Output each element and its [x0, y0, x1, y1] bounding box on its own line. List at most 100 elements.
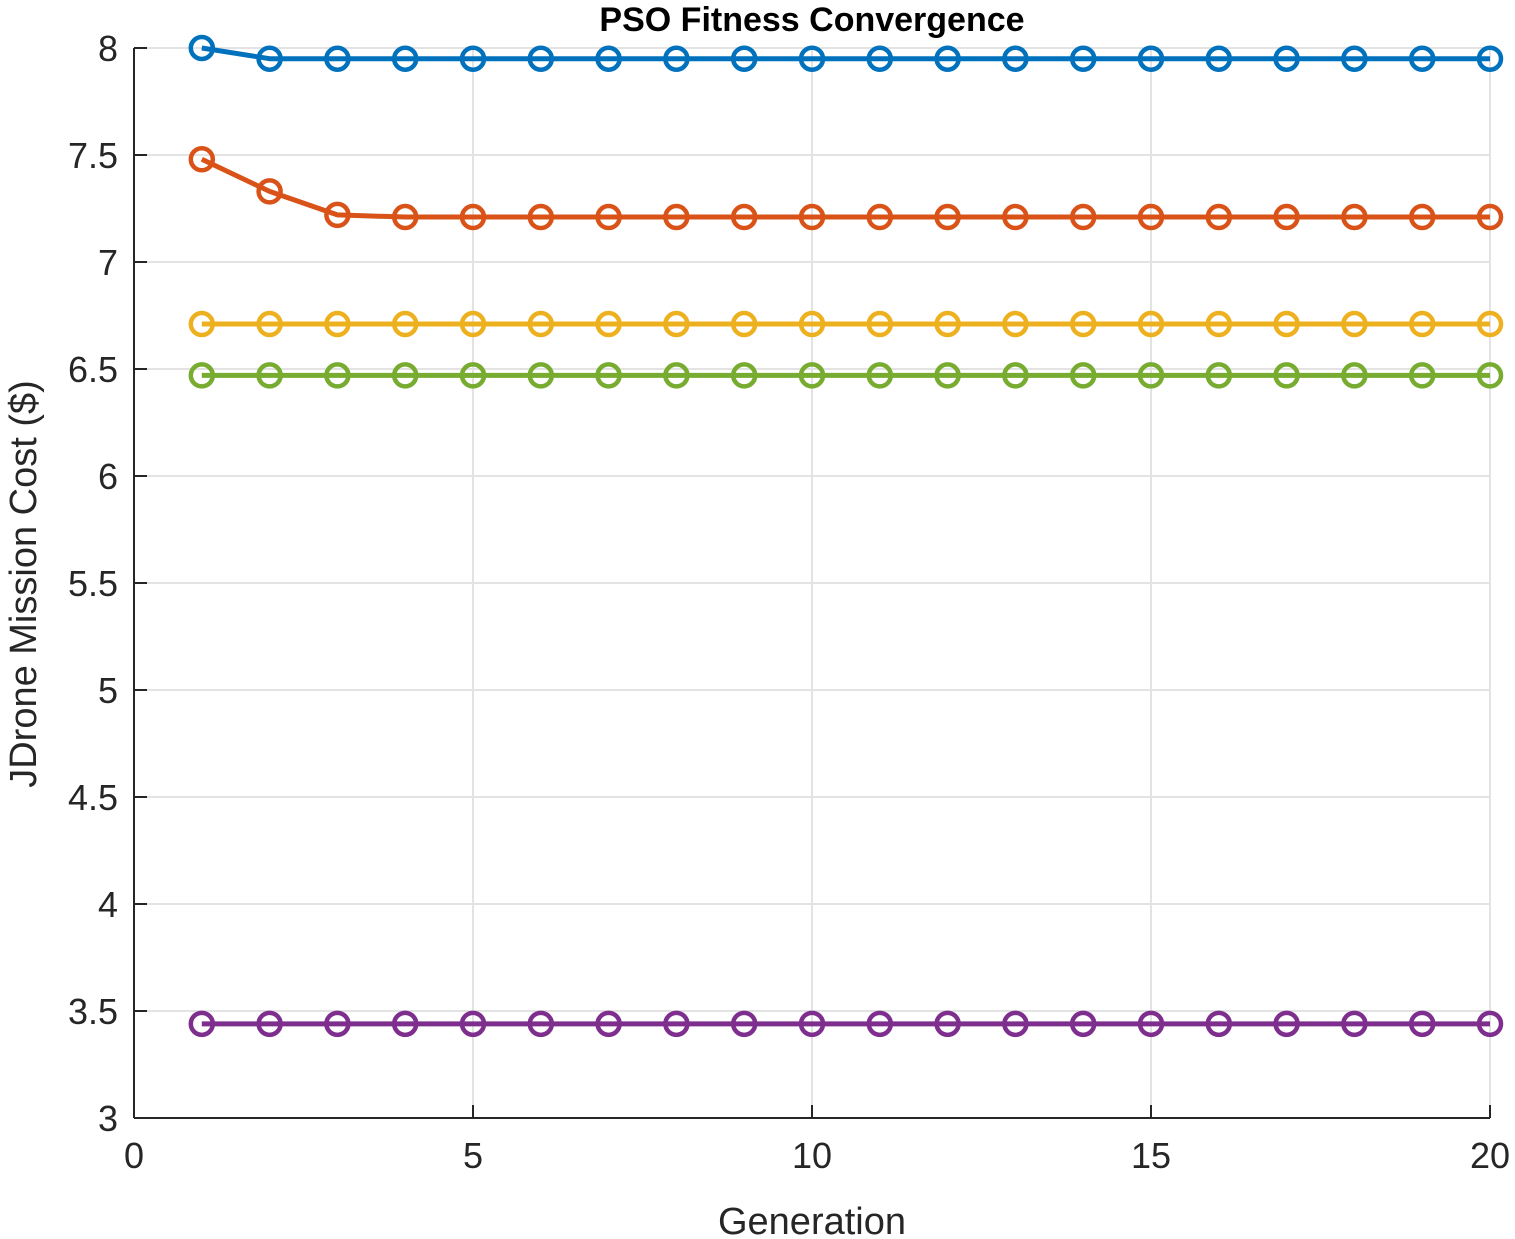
data-point: [730, 362, 758, 389]
x-axis-title: Generation: [718, 1201, 906, 1239]
data-point: [459, 310, 487, 338]
data-point: [1273, 45, 1300, 72]
y-tick-label: 5.5: [68, 563, 118, 604]
data-point: [324, 310, 351, 338]
data-point: [188, 362, 216, 389]
data-point: [1205, 45, 1233, 72]
x-tick-label: 10: [792, 1135, 832, 1176]
y-tick-label: 8: [98, 28, 118, 69]
data-point: [527, 1010, 555, 1038]
data-point: [256, 45, 283, 72]
y-tick-label: 4.5: [68, 777, 118, 818]
data-point: [934, 310, 961, 338]
data-point: [866, 362, 894, 389]
series-1: [188, 34, 1504, 72]
data-point: [934, 203, 961, 231]
data-point: [1137, 310, 1165, 338]
series-3: [188, 310, 1504, 338]
y-tick-label: 6: [98, 456, 118, 497]
data-point: [1476, 310, 1504, 338]
data-point: [798, 310, 826, 338]
data-point: [730, 1010, 758, 1038]
y-tick-label: 3.5: [68, 991, 118, 1032]
data-point: [866, 310, 894, 338]
data-point: [391, 362, 419, 389]
data-point: [459, 45, 487, 72]
data-point: [1273, 203, 1300, 231]
data-point: [1002, 203, 1029, 231]
data-point: [798, 362, 826, 389]
x-tick-label: 20: [1470, 1135, 1510, 1176]
data-point: [1273, 310, 1300, 338]
data-point: [1002, 1010, 1029, 1038]
y-tick-label: 7.5: [68, 135, 118, 176]
data-point: [1069, 310, 1097, 338]
data-point: [1137, 203, 1165, 231]
data-point: [1341, 45, 1368, 72]
y-axis-title: JDrone Mission Cost ($): [3, 380, 45, 788]
series-2: [188, 146, 1504, 231]
data-point: [798, 1010, 826, 1038]
y-tick-label: 5: [98, 670, 118, 711]
data-point: [1408, 310, 1436, 338]
data-point: [1408, 1010, 1436, 1038]
data-point: [1476, 1010, 1504, 1038]
y-tick-label: 7: [98, 242, 118, 283]
data-point: [1002, 310, 1029, 338]
data-point: [391, 1010, 419, 1038]
data-point: [324, 362, 351, 389]
data-point: [527, 362, 555, 389]
data-point: [256, 1010, 283, 1038]
data-point: [256, 178, 283, 205]
data-point: [1476, 203, 1504, 231]
data-point: [663, 362, 690, 389]
data-point: [188, 34, 216, 62]
data-point: [1476, 45, 1504, 72]
x-tick-label: 5: [463, 1135, 483, 1176]
data-point: [188, 146, 216, 173]
data-point: [1273, 1010, 1300, 1038]
axis-ticks: 0 5 10 15 20 3 3.5 4 4.5 5 5.5 6 6.5 7 7.5 8: [68, 28, 1510, 1176]
data-point: [866, 45, 894, 72]
data-point: [391, 203, 419, 231]
data-point: [1408, 45, 1436, 72]
data-point: [1341, 203, 1368, 231]
data-point: [866, 203, 894, 231]
data-point: [1069, 1010, 1097, 1038]
data-point: [527, 45, 555, 72]
data-point: [1002, 362, 1029, 389]
data-point: [1408, 362, 1436, 389]
data-point: [527, 203, 555, 231]
chart-title: PSO Fitness Convergence: [599, 1, 1024, 39]
data-point: [188, 310, 216, 338]
data-point: [324, 1010, 351, 1038]
y-tick-label: 6.5: [68, 349, 118, 390]
data-point: [866, 1010, 894, 1038]
data-point: [934, 45, 961, 72]
data-point: [730, 203, 758, 231]
data-point: [459, 1010, 487, 1038]
data-point: [1069, 45, 1097, 72]
series-5: [188, 1010, 1504, 1038]
data-point: [324, 45, 351, 72]
x-tick-label: 15: [1131, 1135, 1171, 1176]
x-tick-label: 0: [124, 1135, 144, 1176]
data-point: [595, 310, 622, 338]
data-point: [1069, 203, 1097, 231]
series-4: [188, 362, 1504, 389]
data-point: [324, 201, 351, 229]
data-point: [1137, 1010, 1165, 1038]
data-point: [1137, 362, 1165, 389]
grid-lines: [133, 47, 1491, 1119]
data-point: [730, 310, 758, 338]
data-point: [663, 45, 690, 72]
data-point: [1341, 310, 1368, 338]
data-point: [188, 1010, 216, 1038]
data-point: [1205, 362, 1233, 389]
data-point: [730, 45, 758, 72]
data-point: [1273, 362, 1300, 389]
data-point: [595, 203, 622, 231]
data-point: [1408, 203, 1436, 231]
data-point: [1002, 45, 1029, 72]
data-series: [188, 34, 1504, 1038]
